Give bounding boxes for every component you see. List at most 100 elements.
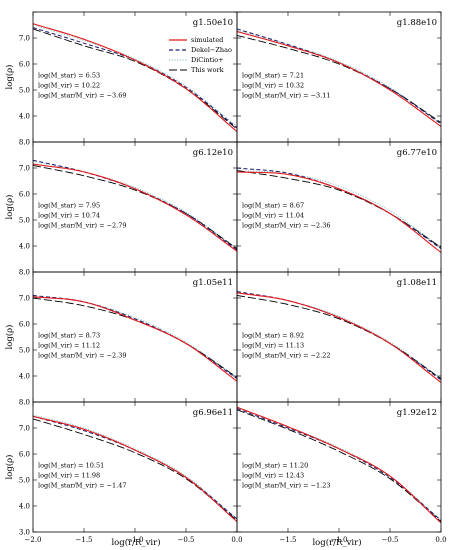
mass-annotation: log(M_star/M_vir) = −3.69 — [38, 92, 127, 100]
mass-annotation: log(M_star) = 11.20 — [242, 462, 308, 470]
panel-title: g6.96e11 — [193, 408, 233, 418]
y-tick-label: 6.0 — [19, 191, 30, 199]
x-tick-label: −1.0 — [331, 536, 348, 544]
series-line-dicintio- — [237, 170, 441, 248]
mass-annotation: log(M_vir) = 11.98 — [38, 472, 100, 480]
y-tick-label: 5.0 — [19, 217, 30, 225]
y-tick-label: 6.0 — [19, 451, 30, 459]
mass-annotation: log(M_star/M_vir) = −2.39 — [38, 352, 127, 360]
y-tick-label: 6.0 — [19, 321, 30, 329]
x-tick-label: 0.0 — [435, 536, 446, 544]
x-tick-label: −2.0 — [25, 536, 42, 544]
panel-g1.05e11: g1.05e11 log(M_star) = 8.73 log(M_vir) = 1… — [19, 269, 238, 403]
y-tick-label: 4.0 — [19, 373, 30, 381]
panel-g1.88e10: g1.88e10 log(M_star) = 7.21 log(M_vir) = 1… — [236, 11, 442, 143]
series-line-dicintio- — [33, 414, 237, 520]
x-axis-label-left: log(r/R_vir) — [111, 537, 160, 548]
mass-annotation: log(M_star) = 7.21 — [242, 72, 304, 80]
series-line-this-work — [237, 409, 441, 522]
x-axis-label-right: log(r/R_vir) — [312, 537, 361, 548]
series-lines — [33, 414, 237, 523]
y-tick-label-edge: 8.0 — [19, 139, 30, 147]
mass-annotation: log(M_vir) = 11.13 — [242, 342, 304, 350]
series-lines — [237, 167, 441, 253]
y-tick-label: 5.0 — [19, 477, 30, 485]
x-tick-label: 0.0 — [231, 536, 242, 544]
x-tick-label: −1.0 — [127, 536, 144, 544]
legend-label: DiCintio+ — [191, 56, 224, 64]
series-lines — [237, 291, 441, 383]
y-tick-label: 4.0 — [19, 503, 30, 511]
series-line-dicintio- — [33, 296, 237, 378]
series-line-this-work — [33, 418, 237, 521]
mass-annotation: log(M_star/M_vir) = −2.79 — [38, 222, 127, 230]
legend-label: simulated — [191, 36, 223, 44]
mass-annotation: log(M_star/M_vir) = −1.47 — [38, 482, 127, 490]
y-tick-label-edge: 8.0 — [19, 269, 30, 277]
y-tick-label: 4.0 — [19, 113, 30, 121]
mass-annotation: log(M_vir) = 11.04 — [242, 212, 304, 220]
mass-annotation: log(M_star) = 8.73 — [38, 332, 100, 340]
panel-g6.12e10: g6.12e10 log(M_star) = 7.95 log(M_vir) = 1… — [19, 139, 238, 273]
panel-title: g6.77e10 — [397, 148, 437, 158]
series-line-this-work — [33, 28, 237, 130]
panel-g6.96e11: g6.96e11 log(M_star) = 10.51 log(M_vir) = … — [19, 399, 243, 545]
series-line-dicintio- — [33, 161, 237, 249]
y-tick-label: 7.0 — [19, 425, 30, 433]
panel-title: g6.12e10 — [193, 148, 233, 158]
series-line-simulated — [33, 415, 237, 523]
mass-annotation: log(M_vir) = 10.22 — [38, 82, 100, 90]
mass-annotation: log(M_star) = 7.95 — [38, 202, 100, 210]
x-tick-label: −1.5 — [280, 536, 297, 544]
series-lines — [33, 294, 237, 382]
panel-title: g1.50e10 — [193, 18, 233, 28]
mass-annotation: log(M_star/M_vir) = −1.23 — [242, 482, 331, 490]
mass-annotation: log(M_vir) = 10.32 — [242, 82, 304, 90]
legend-label: Dekel−Zhao — [191, 46, 232, 54]
mass-annotation: log(M_star/M_vir) = −2.22 — [242, 352, 331, 360]
mass-annotation: log(M_star) = 10.51 — [38, 462, 104, 470]
mass-annotation: log(M_vir) = 10.74 — [38, 212, 100, 220]
y-tick-label: 5.0 — [19, 347, 30, 355]
x-tick-label: −0.5 — [178, 536, 195, 544]
x-tick-label: −1.5 — [76, 536, 93, 544]
y-axis-label-row3: log(ρ) — [4, 325, 15, 350]
panel-title: g1.05e11 — [193, 278, 233, 288]
y-axis-label-row4: log(ρ) — [4, 455, 15, 480]
mass-annotation: log(M_vir) = 12.43 — [242, 472, 304, 480]
series-line-dicintio- — [33, 24, 237, 127]
series-line-simulated — [237, 292, 441, 383]
mass-annotation: log(M_star/M_vir) = −3.11 — [242, 92, 331, 100]
panel-g1.50e10: g1.50e10 log(M_star) = 6.53 log(M_vir) = 1… — [19, 11, 238, 143]
panel-g1.08e11: g1.08e11 log(M_star) = 8.92 log(M_vir) = 1… — [236, 271, 442, 403]
panel-title: g1.08e11 — [397, 278, 437, 288]
series-lines — [33, 23, 237, 133]
series-line-simulated — [237, 171, 441, 253]
mass-annotation: log(M_star) = 6.53 — [38, 72, 100, 80]
y-axis-label-row1: log(ρ) — [4, 65, 15, 90]
mass-annotation: log(M_star) = 8.67 — [242, 202, 304, 210]
y-tick-label: 6.0 — [19, 61, 30, 69]
y-tick-label-edge: 3.0 — [19, 529, 30, 537]
mass-annotation: log(M_vir) = 11.12 — [38, 342, 100, 350]
y-tick-label: 4.0 — [19, 243, 30, 251]
panel-frame — [236, 401, 442, 533]
series-line-simulated — [237, 406, 441, 524]
series-lines — [33, 159, 237, 252]
panel-g6.77e10: g6.77e10 log(M_star) = 8.67 log(M_vir) = 1… — [236, 141, 442, 273]
legend-label: This work — [191, 66, 224, 74]
mass-annotation: log(M_star/M_vir) = −2.36 — [242, 222, 331, 230]
y-axis-label-row2: log(ρ) — [4, 195, 15, 220]
panel-title: g1.88e10 — [397, 18, 437, 28]
series-lines — [237, 28, 441, 127]
x-tick-label: −0.5 — [382, 536, 399, 544]
mass-annotation: log(M_star) = 8.92 — [242, 332, 304, 340]
series-line-this-work — [237, 170, 441, 248]
y-tick-label-edge: 8.0 — [19, 399, 30, 407]
series-line-simulated — [237, 30, 441, 127]
legend: simulated Dekel−Zhao DiCintio+ This work — [169, 36, 232, 74]
y-tick-label: 7.0 — [19, 165, 30, 173]
panel-g1.92e12: g1.92e12 log(M_star) = 11.20 log(M_vir) = … — [236, 401, 447, 544]
series-line-simulated — [33, 163, 237, 252]
